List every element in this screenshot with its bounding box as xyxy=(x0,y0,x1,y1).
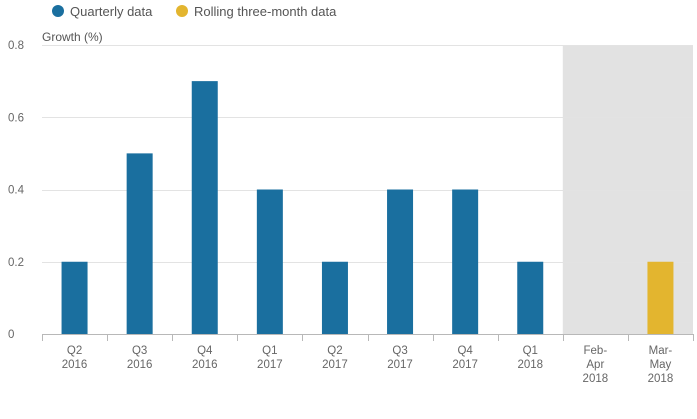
bars xyxy=(61,81,674,334)
x-tick-label: Q4 2017 xyxy=(452,345,478,371)
x-tick-label: Q4 2016 xyxy=(192,345,218,371)
x-tick-label: Feb-Apr 2018 xyxy=(583,345,609,385)
x-tick-label: Mar-May 2018 xyxy=(648,345,674,385)
quarterly-bar-q1-2018 xyxy=(517,261,544,334)
forecast-shaded-region xyxy=(562,45,693,334)
legend: Quarterly data Rolling three-month data xyxy=(52,4,337,19)
legend-label: Quarterly data xyxy=(70,4,153,19)
legend-swatch xyxy=(52,5,64,17)
x-tick-label: Q3 2017 xyxy=(387,345,413,371)
x-axis xyxy=(42,334,694,341)
legend-label: Rolling three-month data xyxy=(194,4,337,19)
quarterly-bar-q4-2016 xyxy=(191,81,218,334)
legend-item-quarterly: Quarterly data xyxy=(52,4,153,19)
legend-item-rolling: Rolling three-month data xyxy=(176,4,337,19)
x-tick-label: Q1 2017 xyxy=(257,345,283,371)
quarterly-bar-q4-2017 xyxy=(452,189,479,334)
forecast-shaded-region-layer xyxy=(562,45,693,334)
quarterly-bar-q2-2017 xyxy=(321,261,348,334)
quarterly-bar-q3-2016 xyxy=(126,153,153,334)
x-tick-label: Q3 2016 xyxy=(127,345,153,371)
y-tick-label: 0 xyxy=(8,329,14,341)
y-tick-label: 0.8 xyxy=(8,40,24,52)
quarterly-bar-q2-2016 xyxy=(61,261,88,334)
y-axis-title: Growth (%) xyxy=(42,30,103,44)
y-tick-label: 0.2 xyxy=(8,257,24,269)
x-tick-label: Q1 2018 xyxy=(517,345,543,371)
quarterly-bar-q1-2017 xyxy=(256,189,283,334)
x-tick-label: Q2 2016 xyxy=(62,345,88,371)
legend-swatch xyxy=(176,5,188,17)
y-tick-label: 0.4 xyxy=(8,185,25,197)
quarterly-bar-q3-2017 xyxy=(387,189,414,334)
y-tick-label: 0.6 xyxy=(8,112,24,124)
y-axis-ticks: 0 0.2 0.4 0.6 0.8 xyxy=(8,40,25,341)
rolling-bar-mar-may-2018 xyxy=(647,261,674,334)
x-axis-ticks: Q2 2016 Q3 2016 Q4 2016 Q1 2017 Q2 2017 Q3 2017 Q4 20… xyxy=(62,345,673,385)
x-tick-label: Q2 2017 xyxy=(322,345,348,371)
